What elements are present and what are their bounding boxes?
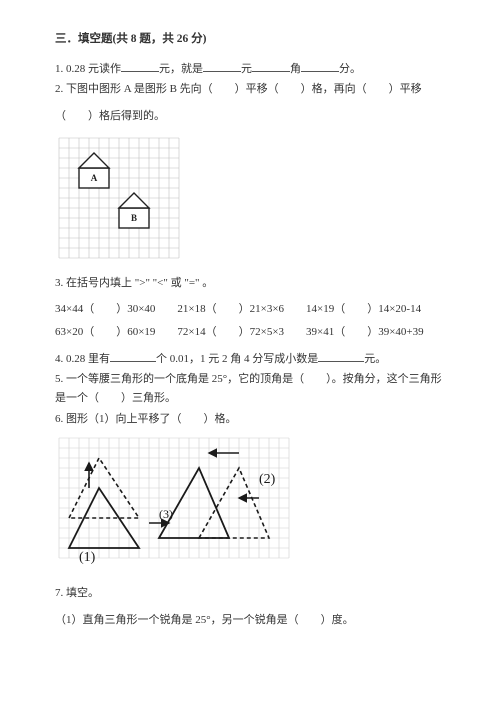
q1-blank2 bbox=[203, 60, 241, 72]
q4-blank2 bbox=[318, 350, 364, 362]
q3-row1: 34×44（ ）30×40 21×18（ ）21×3×6 14×19（ ）14×… bbox=[55, 300, 445, 319]
svg-text:A: A bbox=[91, 173, 98, 183]
figure-a: AB bbox=[55, 134, 445, 264]
svg-text:(2): (2) bbox=[259, 472, 276, 487]
svg-text:B: B bbox=[131, 213, 137, 223]
q1: 1. 0.28 元读作 元，就是 元 角 分。 bbox=[55, 60, 445, 79]
q4-c: 元。 bbox=[364, 353, 386, 365]
q2-line2: （ ）格后得到的。 bbox=[55, 107, 445, 126]
q3-title: 3. 在括号内填上 ">" "<" 或 "=" 。 bbox=[55, 274, 445, 293]
q3-row2: 63×20（ ）60×19 72×14（ ）72×5×3 39×41（ ）39×… bbox=[55, 323, 445, 342]
q6: 6. 图形（1）向上平移了（ ）格。 bbox=[55, 410, 445, 429]
q1-m2: 元 bbox=[241, 63, 252, 75]
q1-m3: 角 bbox=[290, 63, 301, 75]
q5: 5. 一个等腰三角形的一个底角是 25°，它的顶角是（ ）。按角分，这个三角形是… bbox=[55, 370, 445, 407]
figure-b: (1) (3) (2) bbox=[55, 434, 445, 574]
section-title: 三．填空题(共 8 题，共 26 分) bbox=[55, 30, 445, 50]
svg-text:(1): (1) bbox=[79, 550, 96, 565]
q1-m4: 分。 bbox=[339, 63, 361, 75]
q2-line1: 2. 下图中图形 A 是图形 B 先向（ ）平移（ ）格，再向（ ）平移 bbox=[55, 80, 445, 99]
q1-blank3 bbox=[252, 60, 290, 72]
q4-blank1 bbox=[110, 350, 156, 362]
q1-blank4 bbox=[301, 60, 339, 72]
q1-m1: 元，就是 bbox=[159, 63, 203, 75]
q4: 4. 0.28 里有 个 0.01，1 元 2 角 4 分写成小数是 元。 bbox=[55, 350, 445, 369]
q1-blank1 bbox=[121, 60, 159, 72]
q4-a: 4. 0.28 里有 bbox=[55, 353, 110, 365]
q1-pre: 1. 0.28 元读作 bbox=[55, 63, 121, 75]
q4-b: 个 0.01，1 元 2 角 4 分写成小数是 bbox=[156, 353, 318, 365]
q7-sub1: （1）直角三角形一个锐角是 25°，另一个锐角是（ ）度。 bbox=[55, 611, 445, 630]
q7-title: 7. 填空。 bbox=[55, 584, 445, 603]
svg-text:(3): (3) bbox=[159, 507, 173, 521]
